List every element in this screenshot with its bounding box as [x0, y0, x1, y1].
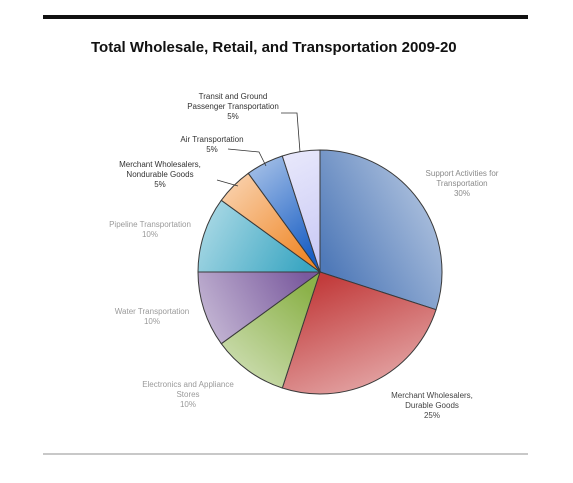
slice-label: Pipeline Transportation 10% — [109, 220, 191, 239]
slice-label: Merchant Wholesalers, Nondurable Goods 5% — [119, 160, 201, 189]
slice-label: Support Activities for Transportation 30% — [426, 169, 499, 198]
pie-slice — [220, 270, 321, 389]
leader-lines — [216, 112, 301, 187]
slice-label: Air Transportation 5% — [180, 135, 243, 154]
slice-name-label: Water Transportation — [115, 307, 189, 316]
slice-value-label: 10% — [144, 317, 160, 326]
slice-value-label: 10% — [180, 400, 196, 409]
slice-name-label: Passenger Transportation — [187, 102, 279, 111]
top-rule — [43, 15, 528, 19]
pie-slice — [197, 271, 322, 345]
slice-label: Electronics and Appliance Stores 10% — [142, 380, 234, 409]
slice-labels: Support Activities for Transportation 30% M… — [109, 92, 499, 420]
chart-title: Total Wholesale, Retail, and Transportat… — [91, 39, 457, 56]
slice-label: Water Transportation 10% — [115, 307, 189, 326]
slice-name-label: Durable Goods — [405, 401, 459, 410]
slice-name-label: Merchant Wholesalers, — [119, 160, 201, 169]
slice-name-label: Stores — [176, 390, 199, 399]
slice-value-label: 5% — [154, 180, 166, 189]
slice-name-label: Nondurable Goods — [126, 170, 193, 179]
pie-slices — [197, 149, 443, 395]
slice-name-label: Transportation — [436, 179, 487, 188]
slice-label: Transit and Ground Passenger Transportati… — [187, 92, 279, 121]
slice-name-label: Merchant Wholesalers, — [391, 391, 473, 400]
leader-line — [227, 148, 267, 167]
slice-name-label: Support Activities for — [426, 169, 499, 178]
pie-slice — [319, 149, 443, 311]
bottom-rule — [43, 453, 528, 455]
pie-slice — [281, 271, 437, 395]
leader-line — [281, 112, 301, 153]
slice-name-label: Electronics and Appliance — [142, 380, 234, 389]
leader-line — [216, 179, 239, 187]
pie-slice — [197, 199, 322, 273]
slice-value-label: 30% — [454, 189, 470, 198]
slice-name-label: Air Transportation — [180, 135, 243, 144]
slice-label: Merchant Wholesalers, Durable Goods 25% — [391, 391, 473, 420]
slice-value-label: 10% — [142, 230, 158, 239]
slice-value-label: 25% — [424, 411, 440, 420]
slice-name-label: Pipeline Transportation — [109, 220, 191, 229]
slice-name-label: Transit and Ground — [199, 92, 268, 101]
pie-slice — [281, 149, 321, 273]
slice-value-label: 5% — [206, 145, 218, 154]
slice-value-label: 5% — [227, 112, 239, 121]
